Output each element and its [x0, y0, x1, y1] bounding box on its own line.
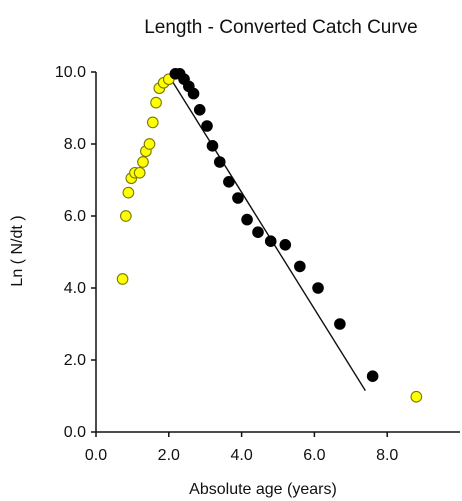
x-tick-label: 0.0 [85, 447, 107, 464]
included-data-point [223, 176, 235, 188]
excluded-data-point [116, 273, 129, 285]
y-tick-label: 6.0 [64, 208, 86, 225]
included-data-point [279, 239, 292, 251]
y-tick-label: 2.0 [64, 352, 86, 369]
included-data-point [206, 140, 219, 152]
included-data-point [241, 213, 253, 226]
x-tick-label: 6.0 [303, 447, 325, 464]
regression-layer [168, 75, 366, 391]
excluded-data-point [119, 210, 132, 222]
included-data-point [294, 260, 306, 273]
excluded-data-point [122, 186, 135, 199]
excluded-data-point [143, 138, 156, 150]
x-tick-label: 2.0 [158, 447, 180, 464]
x-tick-label: 4.0 [230, 447, 252, 464]
included-data-point [334, 318, 346, 330]
y-axis-ticks: 0.0 2.0 4.0 6.0 8.0 10.0 [55, 64, 96, 441]
y-tick-label: 4.0 [64, 280, 86, 297]
y-tick-label: 0.0 [64, 424, 86, 441]
included-data-point [201, 120, 213, 132]
included-data-point [213, 156, 226, 168]
y-axis-label: Ln ( N/dt ) [9, 215, 26, 286]
y-tick-label: 10.0 [55, 64, 86, 81]
included-data-point [252, 226, 264, 238]
included-data-point [264, 235, 277, 247]
x-axis-ticks: 0.0 2.0 4.0 6.0 8.0 [85, 432, 398, 464]
y-tick-label: 8.0 [64, 136, 86, 153]
x-tick-label: 8.0 [376, 447, 398, 464]
x-axis-label: Absolute age (years) [189, 481, 337, 498]
included-data-point [193, 104, 206, 116]
chart-title: Length - Converted Catch Curve [144, 17, 418, 38]
excluded-data-point [146, 116, 159, 129]
points-layer [116, 68, 423, 403]
included-data-point [232, 192, 244, 204]
regression-line [168, 75, 366, 391]
excluded-data-point [150, 96, 162, 109]
included-data-point [187, 87, 200, 100]
excluded-data-point [133, 166, 146, 179]
excluded-data-point [137, 156, 149, 168]
included-data-point [312, 282, 324, 294]
included-data-point [366, 370, 379, 383]
excluded-data-point [410, 390, 423, 403]
